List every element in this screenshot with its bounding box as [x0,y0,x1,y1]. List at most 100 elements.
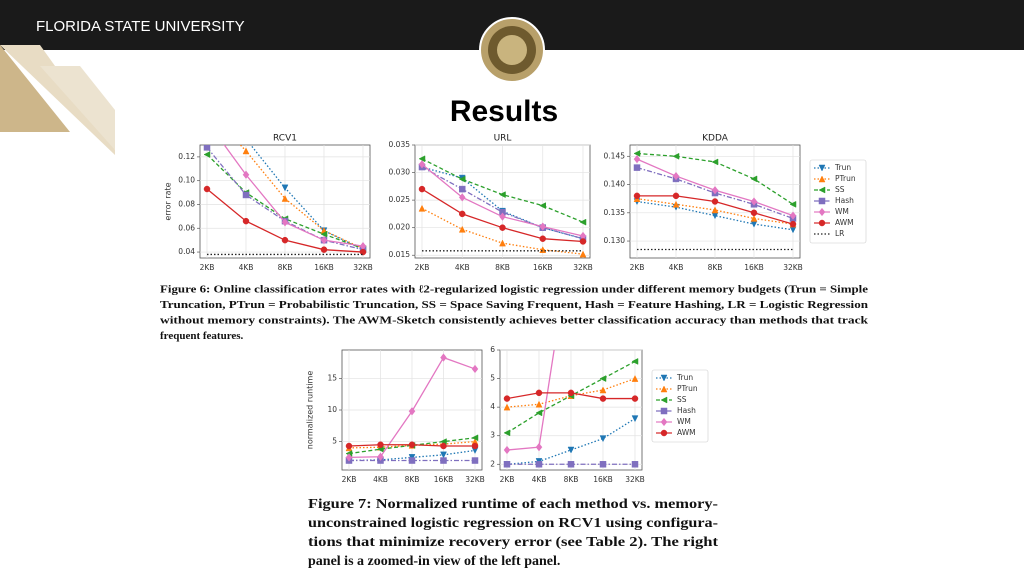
x-tick-label: 2KB [200,263,215,272]
x-tick-label: 2KB [630,263,645,272]
marker [281,218,289,227]
x-tick-label: 16KB [593,475,613,484]
y-axis-label: normalized runtime [306,371,315,450]
y-tick-label: 4 [490,402,495,411]
marker [440,442,447,450]
marker [242,170,250,179]
decor [40,66,115,150]
y-tick-label: 3 [490,431,495,440]
legend: Trun PTrun SS Hash WM AWM [651,369,709,443]
decor [0,45,70,132]
marker [458,193,466,202]
marker [377,452,384,461]
marker [471,457,479,464]
marker [539,235,546,242]
y-tick-label: 0.140 [604,180,626,189]
marker [750,209,758,217]
caption-line: without memory constraints). The AWM-Ske… [160,315,869,327]
marker [818,175,826,183]
marker [359,248,367,256]
marker [567,461,575,468]
marker [711,198,719,205]
legend-label: PTrun [677,384,698,393]
marker [660,429,668,437]
x-tick-label: 2KB [342,475,357,484]
y-tick-label: 5 [490,374,495,383]
line-chart: 0.015 0.020 0.025 0.030 0.035 2KB 4KB 8KB 16KB 32… [389,134,593,273]
marker [503,429,511,437]
x-tick-label: 4KB [669,263,684,272]
series-line [348,437,476,455]
x-tick-label: 8KB [495,263,510,272]
y-tick-label: 0.015 [389,250,411,259]
marker [660,396,668,404]
marker [503,395,511,402]
marker [599,461,607,468]
legend-label: WM [835,207,849,216]
marker [503,445,511,455]
legend: Trun PTrun SS Hash WM AWM LR [809,159,867,244]
line-chart: 0.04 0.06 0.08 0.10 0.12 2KB 4KB 8KB 16KB 32KB RCV… [164,94,373,273]
y-tick-label: 2 [490,459,495,468]
marker [535,409,543,417]
marker [579,250,587,258]
marker [535,400,543,408]
marker [818,207,826,217]
marker [203,151,211,158]
marker [345,453,353,462]
x-tick-label: 2KB [415,263,430,272]
x-tick-label: 32KB [465,475,485,484]
marker [818,219,826,227]
marker [418,185,426,193]
caption-line: Figure 7: Normalized runtime of each met… [308,497,718,512]
marker [672,200,680,208]
line-chart: 2 3 4 5 6 2KB 4KB 8KB 16KB 32KB Trun PTrun SS Hash WM A… [490,345,709,484]
y-tick-label: 0.145 [604,151,626,160]
marker [242,217,250,225]
marker [579,218,587,226]
marker [281,236,289,244]
marker [633,192,641,200]
marker [711,185,719,195]
y-tick-label: 0.030 [389,168,411,177]
marker [204,106,210,112]
marker [631,461,639,468]
y-tick-label: 15 [327,373,337,382]
marker [408,407,416,416]
slide-title: Results [450,95,558,128]
marker [320,230,328,238]
x-tick-label: 8KB [708,263,723,272]
marker [660,417,668,427]
marker [204,94,210,100]
figure7-caption: Figure 7: Normalized runtime of each met… [308,497,718,569]
marker [599,395,607,402]
marker [579,238,587,245]
marker [440,353,447,362]
x-tick-label: 32KB [625,475,645,484]
x-tick-label: 4KB [373,475,388,484]
y-tick-label: 0.08 [178,199,195,208]
decor [0,45,115,155]
x-tick-label: 16KB [744,263,764,272]
x-tick-label: 32KB [573,263,593,272]
marker [377,441,384,448]
marker [535,461,543,468]
marker [789,220,797,228]
marker [535,389,543,397]
y-tick-label: 0.10 [178,176,195,185]
caption-line: tions that minimize recovery error (see … [308,535,718,550]
caption-line: panel is a zoomed-in view of the left pa… [308,554,560,569]
marker [243,136,249,142]
marker [599,375,607,382]
marker [242,147,250,155]
y-tick-label: 0.12 [178,152,195,161]
y-tick-label: 0.06 [178,223,195,232]
y-tick-label: 0.130 [604,236,626,245]
x-tick-label: 8KB [564,475,579,484]
series-line [506,418,636,465]
legend-label: Hash [835,196,854,205]
marker [471,442,479,450]
line-chart: 5 10 15 2KB 4KB 8KB 16KB 32KB normalized runtime [306,349,485,484]
marker [539,202,546,210]
